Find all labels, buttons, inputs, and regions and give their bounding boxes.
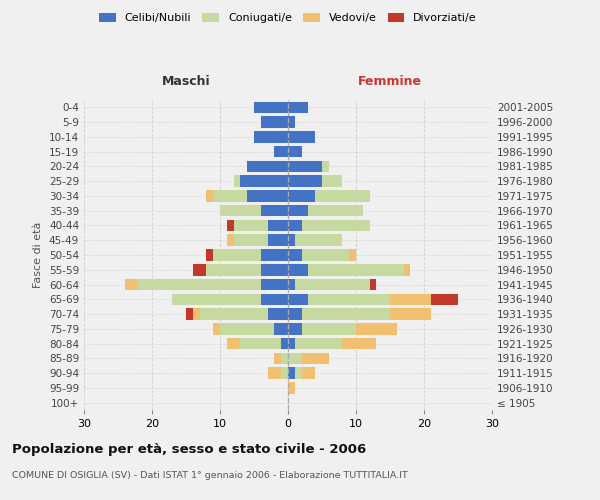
Bar xyxy=(302,323,356,334)
Bar xyxy=(227,220,233,231)
Bar xyxy=(254,131,288,142)
Bar xyxy=(281,368,288,379)
Bar xyxy=(308,205,363,216)
Bar xyxy=(261,294,288,305)
Bar xyxy=(261,205,288,216)
Bar xyxy=(288,176,322,187)
Bar xyxy=(302,220,370,231)
Bar xyxy=(206,264,261,276)
Bar xyxy=(288,323,302,334)
Bar xyxy=(390,308,431,320)
Bar xyxy=(281,338,288,349)
Bar xyxy=(302,352,329,364)
Bar xyxy=(288,220,302,231)
Bar xyxy=(227,338,241,349)
Bar xyxy=(241,176,288,187)
Bar xyxy=(302,249,349,261)
Bar xyxy=(288,234,295,246)
Bar xyxy=(241,338,281,349)
Bar xyxy=(322,160,329,172)
Bar xyxy=(390,294,431,305)
Bar xyxy=(288,368,295,379)
Bar xyxy=(206,249,213,261)
Bar xyxy=(295,279,370,290)
Bar xyxy=(274,352,281,364)
Bar xyxy=(261,116,288,128)
Bar xyxy=(254,102,288,113)
Bar xyxy=(193,264,206,276)
Bar xyxy=(315,190,370,202)
Bar xyxy=(268,234,288,246)
Bar xyxy=(288,338,295,349)
Bar xyxy=(288,131,315,142)
Bar xyxy=(288,160,322,172)
Bar xyxy=(281,352,288,364)
Bar xyxy=(247,160,288,172)
Bar xyxy=(356,323,397,334)
Bar xyxy=(302,308,390,320)
Bar xyxy=(186,308,193,320)
Bar xyxy=(288,264,308,276)
Bar xyxy=(288,294,308,305)
Bar xyxy=(349,249,356,261)
Bar xyxy=(227,234,233,246)
Bar xyxy=(295,338,343,349)
Bar xyxy=(213,323,220,334)
Bar xyxy=(261,264,288,276)
Bar xyxy=(302,368,315,379)
Bar xyxy=(322,176,343,187)
Bar xyxy=(206,190,213,202)
Bar xyxy=(220,323,274,334)
Bar xyxy=(288,102,308,113)
Bar xyxy=(213,249,261,261)
Bar xyxy=(288,352,302,364)
Bar xyxy=(288,279,295,290)
Bar xyxy=(288,249,302,261)
Bar xyxy=(295,368,302,379)
Bar xyxy=(288,190,315,202)
Bar xyxy=(370,279,376,290)
Bar xyxy=(261,249,288,261)
Bar xyxy=(247,190,288,202)
Bar xyxy=(288,146,302,158)
Bar xyxy=(295,234,343,246)
Bar xyxy=(213,190,247,202)
Bar xyxy=(288,308,302,320)
Bar xyxy=(220,205,261,216)
Bar xyxy=(193,308,200,320)
Bar xyxy=(261,279,288,290)
Bar xyxy=(274,323,288,334)
Y-axis label: Fasce di età: Fasce di età xyxy=(34,222,43,288)
Bar xyxy=(288,382,295,394)
Bar xyxy=(125,279,139,290)
Text: Maschi: Maschi xyxy=(161,75,211,88)
Bar xyxy=(308,264,404,276)
Bar xyxy=(343,338,376,349)
Bar xyxy=(233,220,268,231)
Bar xyxy=(274,146,288,158)
Text: COMUNE DI OSIGLIA (SV) - Dati ISTAT 1° gennaio 2006 - Elaborazione TUTTITALIA.IT: COMUNE DI OSIGLIA (SV) - Dati ISTAT 1° g… xyxy=(12,471,408,480)
Bar xyxy=(431,294,458,305)
Bar xyxy=(200,308,268,320)
Bar xyxy=(268,368,281,379)
Text: Femmine: Femmine xyxy=(358,75,422,88)
Bar xyxy=(233,234,268,246)
Bar xyxy=(288,116,295,128)
Bar xyxy=(288,205,308,216)
Bar xyxy=(308,294,390,305)
Legend: Celibi/Nubili, Coniugati/e, Vedovi/e, Divorziati/e: Celibi/Nubili, Coniugati/e, Vedovi/e, Di… xyxy=(95,8,481,28)
Bar xyxy=(172,294,261,305)
Bar xyxy=(268,220,288,231)
Text: Popolazione per età, sesso e stato civile - 2006: Popolazione per età, sesso e stato civil… xyxy=(12,442,366,456)
Bar xyxy=(268,308,288,320)
Bar xyxy=(233,176,241,187)
Bar xyxy=(404,264,410,276)
Bar xyxy=(139,279,261,290)
